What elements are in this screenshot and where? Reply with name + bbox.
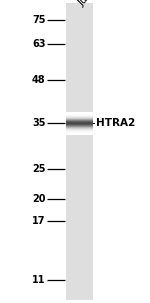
Text: HTRA2: HTRA2 <box>96 118 136 128</box>
Text: 35: 35 <box>32 118 46 128</box>
Text: 11: 11 <box>32 275 46 285</box>
Text: 17: 17 <box>32 216 46 226</box>
Text: 75: 75 <box>32 15 46 25</box>
Text: Jurkat: Jurkat <box>77 0 105 8</box>
Bar <box>66 3 93 300</box>
Text: 25: 25 <box>32 164 46 174</box>
Text: 63: 63 <box>32 38 46 48</box>
Text: 20: 20 <box>32 194 46 204</box>
Text: 48: 48 <box>32 75 46 85</box>
